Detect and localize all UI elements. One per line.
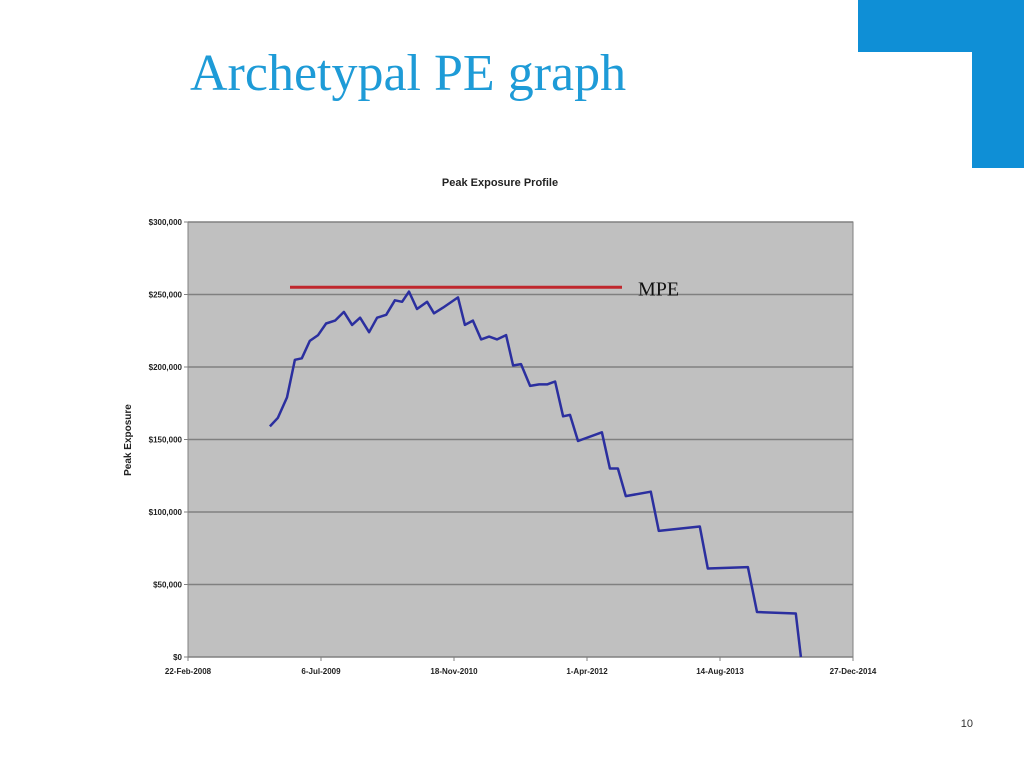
page-number: 10 [961, 718, 973, 730]
data-line [268, 290, 803, 658]
y-axis-label: Peak Exposure [123, 404, 134, 476]
y-tick-label: $50,000 [153, 581, 182, 590]
y-tick-label: $100,000 [149, 508, 183, 517]
y-tick-label: $300,000 [149, 218, 183, 227]
y-tick-label: $200,000 [149, 363, 183, 372]
y-tick-label: $250,000 [149, 291, 183, 300]
chart-title: Peak Exposure Profile [442, 177, 558, 189]
x-tick-label: 22-Feb-2008 [165, 667, 212, 676]
x-tick-label: 14-Aug-2013 [696, 667, 744, 676]
x-tick-label: 6-Jul-2009 [301, 667, 341, 676]
slide-title: Archetypal PE graph [190, 45, 626, 102]
y-tick-label: $150,000 [149, 436, 183, 445]
x-tick-label: 1-Apr-2012 [566, 667, 608, 676]
x-tick-label: 18-Nov-2010 [430, 667, 478, 676]
corner-decoration [972, 0, 1024, 168]
x-tick-label: 27-Dec-2014 [830, 667, 877, 676]
y-tick-label: $0 [173, 653, 182, 662]
mpe-label: MPE [638, 278, 679, 300]
